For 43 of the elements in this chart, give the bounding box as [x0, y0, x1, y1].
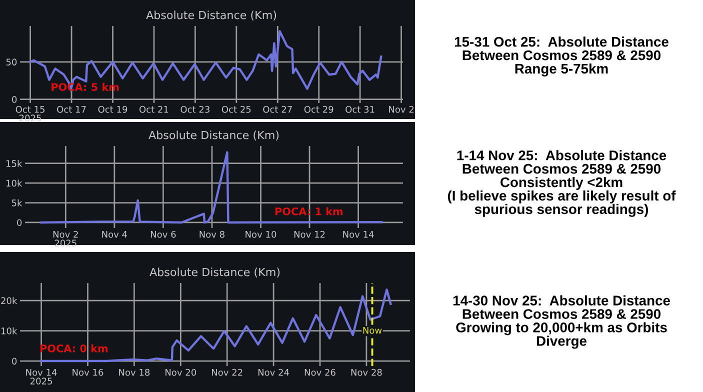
x-tick-label: Nov 14	[343, 231, 374, 238]
x-tick-label: Nov 6	[150, 230, 176, 238]
text: 14-30 Nov 25: Absolute Distance Between Cosmos 2589 & 2590 Growing to 20,000+km as Orbits Diverge	[453, 295, 670, 349]
x-tick-label: Oct 29	[304, 106, 334, 113]
x-tick-label: Oct 27	[263, 106, 292, 113]
x-tick-label: Oct 19	[98, 106, 128, 113]
x-tick-label: Oct 25	[222, 106, 251, 113]
y-tick-label: 10k	[6, 180, 22, 187]
chart-title: Absolute Distance (Km)	[148, 130, 279, 141]
x-tick-label: Nov 10	[246, 230, 276, 238]
y-tick-label: 5k	[12, 199, 22, 206]
x-tick-label: Oct 23	[180, 106, 210, 113]
chart-title: Absolute Distance (Km)	[146, 10, 276, 21]
chart-title: Absolute Distance (Km)	[150, 268, 280, 278]
x-tick-label: Nov 2	[389, 106, 414, 113]
x-tick-label: Nov 4	[102, 231, 128, 238]
x-tick-label: Nov 2 2025	[53, 230, 78, 247]
x-tick-label: Nov 8	[200, 230, 224, 238]
text: 1-14 Nov 25: Absolute Distance Between Cosmos 2589 & 2590 Consistently <2km (I believe spikes are likely result of spurious sensor readings)	[448, 150, 676, 217]
y-tick-label: 0	[12, 358, 17, 365]
x-tick-label: Nov 14 2025	[26, 369, 57, 385]
line-series	[40, 288, 392, 362]
x-tick-label: Nov 20	[166, 368, 196, 376]
x-tick-label: Nov 24	[258, 368, 290, 376]
text: 15-31 Oct 25: Absolute Distance Between Cosmos 2589 & 2590 Range 5-75km	[454, 36, 668, 76]
x-tick-label: Nov 18	[119, 368, 150, 376]
x-tick-label: Nov 26	[304, 368, 336, 376]
y-tick-label: 0	[17, 219, 22, 226]
x-tick-label: Oct 21	[139, 106, 168, 113]
y-tick-label: 50	[6, 58, 17, 66]
x-tick-label: Oct 31	[346, 106, 374, 113]
x-tick-label: Oct 17	[57, 106, 86, 113]
ref-line-label: Now	[363, 327, 382, 334]
line-series	[40, 151, 383, 224]
x-tick-label: Nov 22	[212, 368, 242, 376]
x-tick-label: Nov 28	[351, 368, 382, 376]
y-tick-label: 10k	[2, 327, 18, 334]
y-tick-label: 20k	[1, 297, 18, 304]
y-tick-label: 0	[12, 96, 17, 103]
y-tick-label: 15k	[6, 160, 22, 167]
x-tick-label: Nov 12	[294, 230, 325, 238]
line-series	[29, 30, 382, 92]
x-tick-label: Nov 16	[72, 368, 104, 376]
